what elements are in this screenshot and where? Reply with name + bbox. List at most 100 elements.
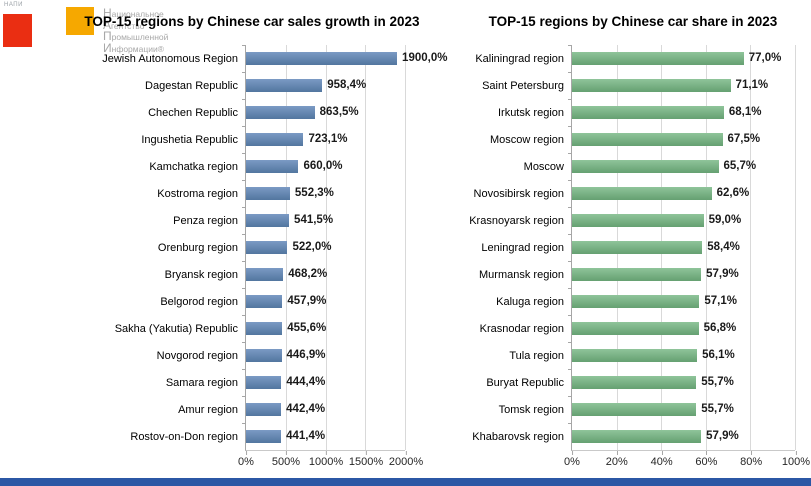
chart-row: 442,4% [242,396,405,423]
value-axis: 0% 20% 40% 60% 80% 100% [564,451,810,471]
chart-row: 59,0% [568,207,795,234]
category-label: Krasnoyarsk region [469,214,564,227]
chart-row: 1900,0% [242,45,447,72]
category-label: Kaluga region [496,295,564,308]
x-tick-label: 20% [605,451,628,468]
bar-value-label: 455,6% [287,322,327,334]
bar [246,403,282,416]
gridline [705,45,707,450]
bar [246,241,288,254]
category-label: Saint Petersburg [482,79,564,92]
bar-value-label: 552,3% [294,187,334,199]
bar-value-label: 541,5% [294,214,334,226]
bar [572,322,699,335]
bar-value-label: 65,7% [723,160,757,172]
category-label: Ingushetia Republic [141,133,238,146]
bar-value-label: 59,0% [708,214,742,226]
bar-value-label: 660,0% [303,160,343,172]
category-label: Buryat Republic [486,376,564,389]
chart-row: 457,9% [242,288,405,315]
chart-row: 56,8% [568,315,795,342]
category-label: Penza region [173,214,238,227]
category-label: Moscow region [490,133,564,146]
bar-value-label: 71,1% [735,79,769,91]
bar-value-label: 442,4% [286,403,326,415]
plot: 1900,0% 958,4% 863,5% 723,1% 660,0% 552,3% 541… [242,45,447,451]
logo-line: Информации® [103,40,164,55]
category-label: Novgorod region [156,349,238,362]
category-label: Samara region [165,376,238,389]
chart-plot-area: Jewish Autonomous Region Dagestan Republi… [62,45,447,451]
x-tick-label: 2000% [388,451,424,468]
bar-value-label: 958,4% [327,79,367,91]
plot: 77,0% 71,1% 68,1% 67,5% 65,7% 62,6% 59,0% 58,4%… [568,45,796,451]
x-tick-label: 80% [740,451,763,468]
category-label: Jewish Autonomous Region [102,52,238,65]
bar-value-label: 441,4% [286,430,326,442]
bar [572,295,700,308]
chart-row: 77,0% [568,45,795,72]
x-tick-label: 1000% [308,451,344,468]
category-label: Belgorod region [160,295,238,308]
logo-acronym-text: НАПИ [4,2,23,8]
chart-row: 455,6% [242,315,405,342]
category-label: Dagestan Republic [145,79,238,92]
category-label: Leningrad region [481,241,564,254]
x-tick-label: 1500% [348,451,384,468]
chart-row: 67,5% [568,126,795,153]
category-label: Chechen Republic [148,106,238,119]
gridline [365,45,367,450]
bar [572,214,704,227]
logo: НАПИ Национальное Агентство Промышленной… [2,2,187,64]
bar [572,349,698,362]
chart-row: 958,4% [242,72,405,99]
category-label: Kamchatka region [149,160,238,173]
bar [246,160,299,173]
category-label: Krasnodar region [479,322,564,335]
chart-row: 468,2% [242,261,405,288]
bar [246,187,290,200]
chart-row: 65,7% [568,153,795,180]
bar-value-label: 444,4% [286,376,326,388]
value-axis: 0% 500% 1000% 1500% 2000% [238,451,423,471]
bar-rows: 1900,0% 958,4% 863,5% 723,1% 660,0% 552,3% 541… [242,45,447,450]
category-label: Tula region [509,349,564,362]
category-label: Bryansk region [164,268,238,281]
logo-line: Национальное [103,6,164,20]
chart-row: 57,1% [568,288,795,315]
x-tick-label: 100% [781,451,811,468]
category-label: Kostroma region [157,187,238,200]
chart-title: TOP-15 regions by Chinese car share in 2… [488,14,778,29]
category-label: Tomsk region [498,403,564,416]
logo-text: Национальное Агентство Промышленной Инфо… [103,6,168,55]
chart-row: 723,1% [242,126,405,153]
category-axis: Kaliningrad region Saint Petersburg Irkuts… [458,45,571,451]
bar-value-label: 446,9% [286,349,326,361]
bar-value-label: 863,5% [319,106,359,118]
bar-value-label: 55,7% [701,403,734,415]
bar-value-label: 1900,0% [402,52,448,64]
category-label: Amur region [178,403,238,416]
bar-value-label: 56,1% [702,349,735,361]
bar-value-label: 522,0% [292,241,332,253]
chart-row: 55,7% [568,396,795,423]
bar-value-label: 55,7% [701,376,734,388]
bar-value-label: 457,9% [287,295,327,307]
category-label: Rostov-on-Don region [130,430,238,443]
logo-red-square [3,14,32,47]
category-label: Murmansk region [479,268,564,281]
bar-value-label: 68,1% [728,106,762,118]
chart-row: 522,0% [242,234,405,261]
x-tick-label: 60% [695,451,718,468]
chart-row: 56,1% [568,342,795,369]
bar [246,322,283,335]
chart-row: 55,7% [568,369,795,396]
chart-plot-area: Kaliningrad region Saint Petersburg Irkuts… [458,45,808,451]
x-tick-label: 500% [271,451,301,468]
bar [572,430,702,443]
bar [246,349,282,362]
x-tick-label: 0% [238,451,254,468]
bar [572,241,703,254]
sales-growth-chart: TOP-15 regions by Chinese car sales grow… [62,10,447,471]
